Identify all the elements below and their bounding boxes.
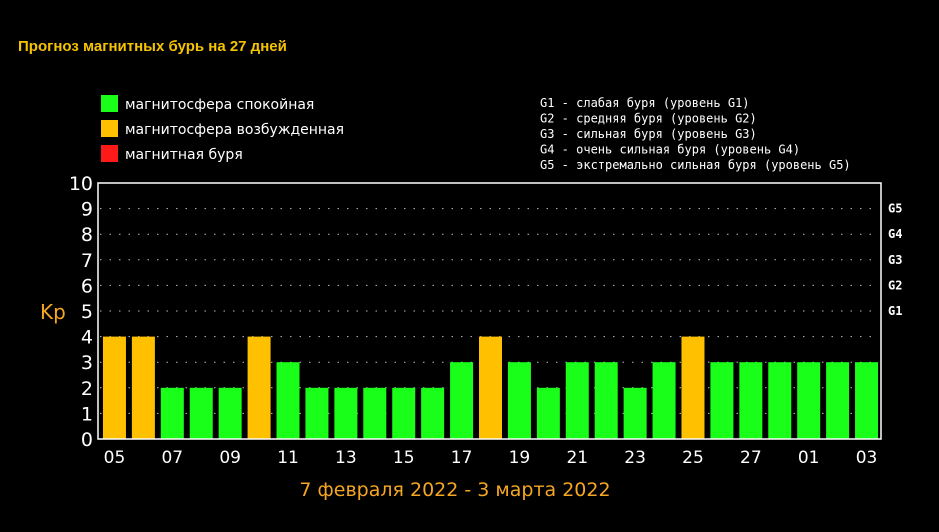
y-tick-label: 1 bbox=[81, 403, 93, 425]
bar-13 bbox=[334, 387, 358, 439]
y-tick-label: 8 bbox=[81, 224, 93, 246]
storm-level-legend: G1 - слабая буря (уровень G1) G2 - средня… bbox=[540, 96, 851, 172]
bar-07 bbox=[160, 387, 184, 439]
storm-level-tick: G1 bbox=[888, 304, 902, 318]
x-tick-label: 17 bbox=[451, 448, 473, 468]
storm-level-tick: G3 bbox=[888, 253, 902, 267]
legend-swatch bbox=[101, 145, 118, 162]
legend-swatch bbox=[101, 120, 118, 137]
legend-label: магнитная буря bbox=[125, 147, 243, 163]
bar-26 bbox=[710, 362, 734, 439]
chart-title: Прогноз магнитных бурь на 27 дней bbox=[18, 38, 287, 55]
storm-level-ticks: G1 G2 G3 G4 G5 bbox=[888, 202, 902, 318]
x-tick-label: 19 bbox=[509, 448, 531, 468]
y-axis-label: Kp bbox=[40, 300, 66, 324]
bar-01 bbox=[797, 362, 821, 439]
x-tick-label: 13 bbox=[335, 448, 357, 468]
bar-16 bbox=[421, 387, 445, 439]
bar-05 bbox=[102, 336, 126, 439]
y-tick-label: 4 bbox=[81, 327, 93, 349]
bar-21 bbox=[565, 362, 589, 439]
x-tick-label: 27 bbox=[740, 448, 762, 468]
bar-15 bbox=[392, 387, 416, 439]
bar-17 bbox=[450, 362, 474, 439]
storm-level-tick: G2 bbox=[888, 278, 902, 292]
bars bbox=[102, 336, 879, 439]
x-tick-label: 07 bbox=[161, 448, 183, 468]
x-tick-label: 01 bbox=[798, 448, 820, 468]
bar-28 bbox=[768, 362, 792, 439]
y-tick-label: 5 bbox=[81, 301, 93, 323]
bar-18 bbox=[479, 336, 502, 439]
storm-level-tick: G4 bbox=[888, 227, 902, 241]
x-tick-label: 09 bbox=[219, 448, 241, 468]
bar-11 bbox=[276, 362, 300, 439]
bar-25 bbox=[681, 336, 705, 439]
y-axis-ticks: 0 1 2 3 4 5 6 7 8 9 10 bbox=[69, 173, 93, 451]
bar-10 bbox=[247, 336, 271, 439]
x-tick-label: 23 bbox=[624, 448, 646, 468]
x-axis-ticks: 05 07 09 11 13 15 17 19 21 23 25 27 01 03 bbox=[104, 448, 878, 468]
y-tick-label: 9 bbox=[81, 199, 93, 221]
legend-label: магнитосфера возбужденная bbox=[125, 122, 344, 138]
bar-12 bbox=[305, 387, 329, 439]
bar-06 bbox=[131, 336, 155, 439]
storm-level-tick: G5 bbox=[888, 202, 902, 216]
bar-27 bbox=[739, 362, 763, 439]
bar-23 bbox=[623, 387, 647, 439]
storm-level-label: G4 - очень сильная буря (уровень G4) bbox=[540, 143, 800, 157]
legend-label: магнитосфера спокойная bbox=[125, 97, 314, 113]
bar-22 bbox=[594, 362, 618, 439]
y-tick-label: 3 bbox=[81, 352, 93, 374]
bar-19 bbox=[507, 362, 531, 439]
bar-20 bbox=[536, 387, 560, 439]
y-tick-label: 0 bbox=[81, 429, 93, 451]
storm-level-label: G3 - сильная буря (уровень G3) bbox=[540, 127, 757, 141]
bar-08 bbox=[189, 387, 213, 439]
storm-level-label: G1 - слабая буря (уровень G1) bbox=[540, 96, 750, 110]
x-tick-label: 11 bbox=[277, 448, 299, 468]
y-tick-label: 2 bbox=[81, 378, 93, 400]
x-axis-label: 7 февраля 2022 - 3 марта 2022 bbox=[299, 479, 610, 501]
x-tick-label: 15 bbox=[393, 448, 415, 468]
x-tick-label: 21 bbox=[566, 448, 588, 468]
legend: магнитосфера спокойная магнитосфера возбу… bbox=[101, 95, 344, 163]
bar-14 bbox=[363, 387, 387, 439]
bar-02 bbox=[826, 362, 850, 439]
bar-24 bbox=[652, 362, 676, 439]
bar-09 bbox=[218, 387, 242, 439]
x-tick-label: 03 bbox=[856, 448, 878, 468]
plot-border bbox=[97, 182, 882, 440]
bar-03 bbox=[855, 362, 879, 439]
y-tick-label: 10 bbox=[69, 173, 93, 195]
storm-level-label: G2 - средняя буря (уровень G2) bbox=[540, 112, 757, 126]
x-tick-label: 05 bbox=[104, 448, 126, 468]
x-tick-label: 25 bbox=[682, 448, 704, 468]
storm-level-label: G5 - экстремально сильная буря (уровень … bbox=[540, 158, 851, 172]
y-tick-label: 6 bbox=[81, 275, 93, 297]
y-tick-label: 7 bbox=[81, 250, 93, 272]
legend-swatch bbox=[101, 95, 118, 112]
plot-frame bbox=[97, 182, 882, 440]
